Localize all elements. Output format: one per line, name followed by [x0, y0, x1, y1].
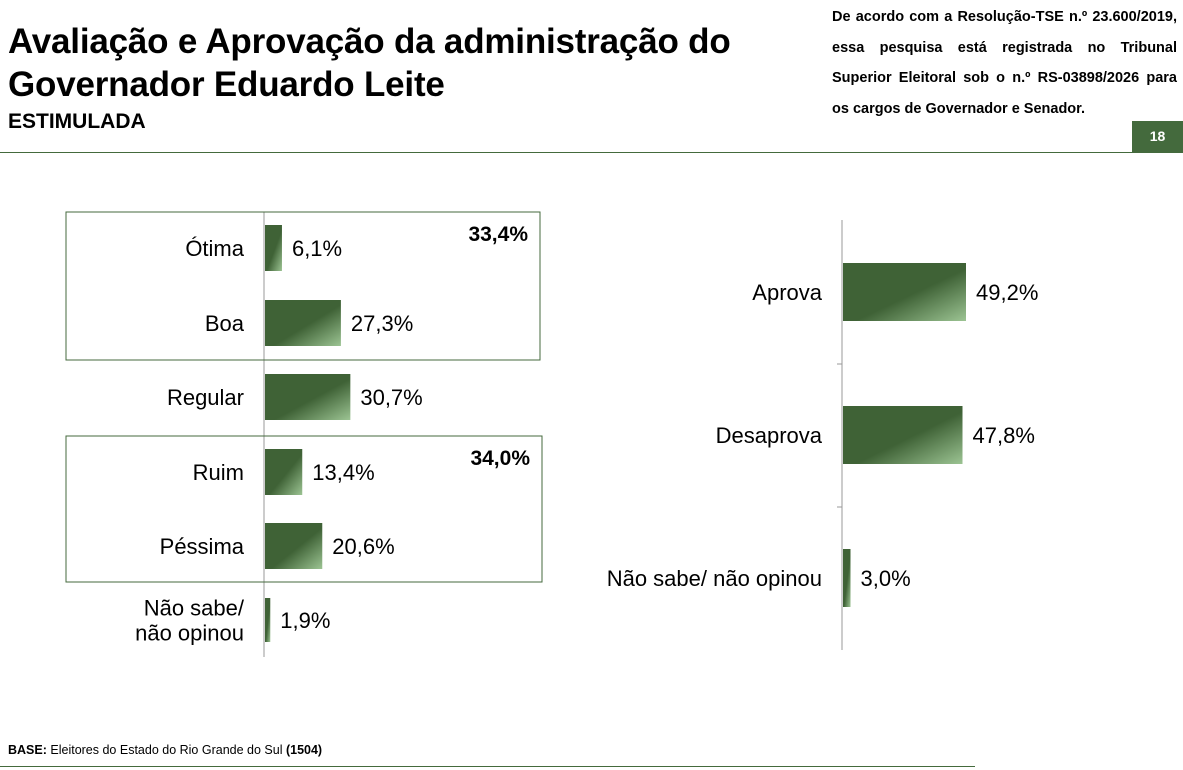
value-label-nao-sabe-nao-opinou: 1,9% [280, 608, 330, 633]
charts-canvas: Ótima 6,1% Boa 27,3% Regular 30,7% Ruim 13,4% Pé… [65, 211, 1038, 657]
bar-pessima [265, 523, 323, 569]
category-label-desaprova: Desaprova [716, 423, 823, 448]
category-label-ruim: Ruim [193, 460, 244, 485]
value-label-ruim: 13,4% [312, 460, 374, 485]
category-label-boa: Boa [205, 311, 245, 336]
approval-chart: Aprova 49,2% Desaprova 47,8% Não sabe/ não o… [607, 220, 1038, 650]
category-label-nao-sabe-nao-opinou: Não sabe/ [144, 596, 245, 621]
category-label-aprova: Aprova [752, 280, 822, 305]
bar-otima [265, 225, 282, 271]
bar-boa [265, 300, 341, 346]
base-label: BASE: [8, 743, 47, 757]
page-title: Avaliação e Aprovação da administração d… [8, 22, 731, 104]
base-count: (1504) [285, 743, 323, 757]
group-total-label-2: 34,0% [470, 447, 530, 470]
group-box-1 [65, 211, 541, 361]
bar-aprova [843, 263, 966, 321]
value-label-boa: 27,3% [351, 311, 413, 336]
tse-registration-notice: De acordo com a Resolução-TSE n.º 23.600… [832, 9, 1177, 117]
category-label-pessima: Péssima [160, 534, 245, 559]
footer-divider [0, 766, 975, 767]
group-total-label-1: 33,4% [468, 223, 528, 246]
page-number-badge: 18 [1132, 121, 1183, 152]
evaluation-chart: Ótima 6,1% Boa 27,3% Regular 30,7% Ruim 13,4% Pé… [65, 211, 543, 657]
bar-ruim [265, 449, 303, 495]
category-label-nao-sabe-nao-opinou: não opinou [135, 621, 244, 646]
value-label-regular: 30,7% [360, 385, 422, 410]
header-divider [0, 152, 1183, 153]
value-label-aprova: 49,2% [976, 280, 1038, 305]
value-label-pessima: 20,6% [332, 534, 394, 559]
value-label-desaprova: 47,8% [973, 423, 1035, 448]
bar-nao-sabe-nao-opinou [843, 549, 851, 607]
value-label-otima: 6,1% [292, 236, 342, 261]
bar-nao-sabe-nao-opinou [265, 598, 271, 642]
page-subtitle: ESTIMULADA [8, 110, 146, 133]
base-text: Eleitores do Estado do Rio Grande do Sul [46, 743, 286, 757]
category-label-regular: Regular [167, 385, 244, 410]
bar-desaprova [843, 406, 963, 464]
category-label-otima: Ótima [185, 236, 244, 261]
value-label-nao-sabe-nao-opinou: 3,0% [861, 566, 911, 591]
bar-regular [265, 374, 351, 420]
footer-base-note: BASE: Eleitores do Estado do Rio Grande … [8, 743, 322, 757]
category-label-nao-sabe-nao-opinou: Não sabe/ não opinou [607, 566, 822, 591]
group-box-2 [65, 435, 543, 583]
